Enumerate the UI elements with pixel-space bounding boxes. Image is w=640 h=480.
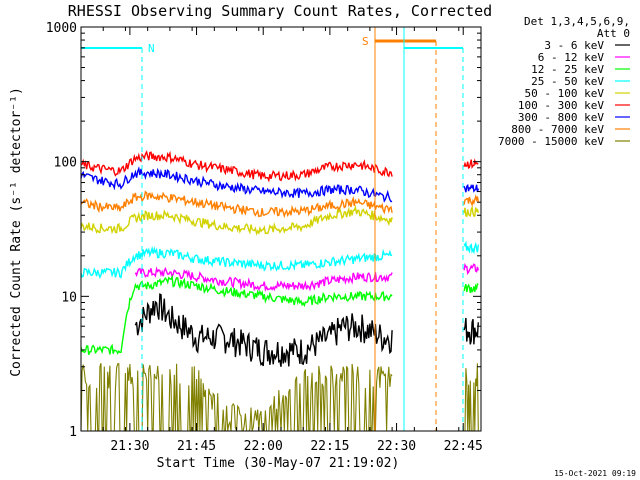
y-axis-label: Corrected Count Rate (s⁻¹ detector⁻¹) <box>9 87 24 377</box>
legend-label-6: 300 - 800 keV <box>518 111 604 124</box>
x-tick-label-0: 21:30 <box>110 439 149 454</box>
y-tick-label-0: 1 <box>69 425 77 440</box>
legend-title-line-1: Det 1,3,4,5,6,9, <box>524 15 630 28</box>
x-tick-label-3: 22:15 <box>310 439 349 454</box>
night-annotation-label: N <box>148 42 155 55</box>
series-line-4 <box>80 204 479 236</box>
series-line-5 <box>80 150 479 183</box>
saa-annotation-label: S <box>362 35 369 48</box>
legend-label-8: 7000 - 15000 keV <box>498 135 604 148</box>
series-line-1 <box>134 262 479 292</box>
legend-label-7: 800 - 7000 keV <box>511 123 604 136</box>
series-line-6 <box>80 166 479 203</box>
plot-axes: 21:30 21:45 22:00 22:15 22:30 22:45 1 10 100 1000 <box>46 21 483 454</box>
legend-label-3: 25 - 50 keV <box>531 75 604 88</box>
series-line-2 <box>80 274 479 356</box>
y-tick-label-1: 10 <box>61 290 77 305</box>
legend-title: Det 1,3,4,5,6,9, Att 0 <box>524 15 630 40</box>
x-tick-label-5: 22:45 <box>444 439 483 454</box>
legend-label-0: 3 - 6 keV <box>544 39 604 52</box>
x-tick-label-1: 21:45 <box>177 439 216 454</box>
series-line-3 <box>80 240 479 280</box>
legend-label-4: 50 - 100 keV <box>525 87 605 100</box>
series-line-7 <box>80 190 479 219</box>
legend-label-5: 100 - 300 keV <box>518 99 604 112</box>
x-tick-label-2: 22:00 <box>244 439 283 454</box>
y-tick-label-2: 100 <box>54 156 77 171</box>
x-axis-label: Start Time (30-May-07 21:19:02) <box>157 456 400 471</box>
legend-label-2: 12 - 25 keV <box>531 63 604 76</box>
timestamp-label: 15-Oct-2021 09:19 <box>554 469 636 478</box>
x-tick-label-4: 22:30 <box>377 439 416 454</box>
legend-title-line-2: Att 0 <box>597 27 630 40</box>
y-tick-label-3: 1000 <box>46 21 77 36</box>
series-line-0 <box>134 293 479 367</box>
chart-title: RHESSI Observing Summary Count Rates, Co… <box>68 2 492 20</box>
legend-label-1: 6 - 12 keV <box>538 51 605 64</box>
